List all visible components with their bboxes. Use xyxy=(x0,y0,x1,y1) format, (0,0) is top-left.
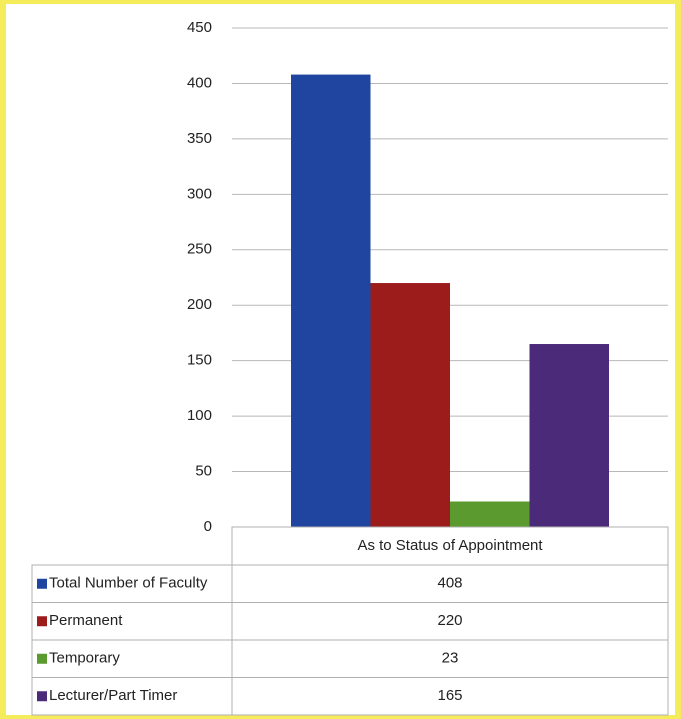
category-label: As to Status of Appointment xyxy=(357,537,543,554)
y-tick-label: 100 xyxy=(187,407,212,424)
y-tick-label: 400 xyxy=(187,74,212,91)
bar xyxy=(529,344,609,527)
legend-swatch xyxy=(37,578,47,589)
legend-label: Total Number of Faculty xyxy=(49,575,208,592)
y-tick-label: 0 xyxy=(204,518,212,535)
table-value: 165 xyxy=(437,687,462,704)
y-tick-label: 300 xyxy=(187,185,212,202)
legend-swatch xyxy=(37,691,47,702)
table-value: 220 xyxy=(437,612,462,629)
y-tick-label: 450 xyxy=(187,19,212,36)
bar xyxy=(291,74,371,527)
legend-swatch xyxy=(37,616,47,627)
y-tick-label: 200 xyxy=(187,296,212,313)
y-tick-label: 350 xyxy=(187,130,212,147)
legend-label: Permanent xyxy=(49,612,123,629)
bar xyxy=(370,283,450,527)
y-tick-label: 250 xyxy=(187,241,212,258)
bar xyxy=(450,501,530,527)
y-tick-label: 150 xyxy=(187,352,212,369)
legend-label: Temporary xyxy=(49,650,120,667)
legend-swatch xyxy=(37,653,47,664)
table-value: 408 xyxy=(437,575,462,592)
y-tick-label: 50 xyxy=(195,463,212,480)
table-value-cell xyxy=(231,677,669,716)
legend-label: Lecturer/Part Timer xyxy=(49,687,177,704)
table-value: 23 xyxy=(442,650,459,667)
